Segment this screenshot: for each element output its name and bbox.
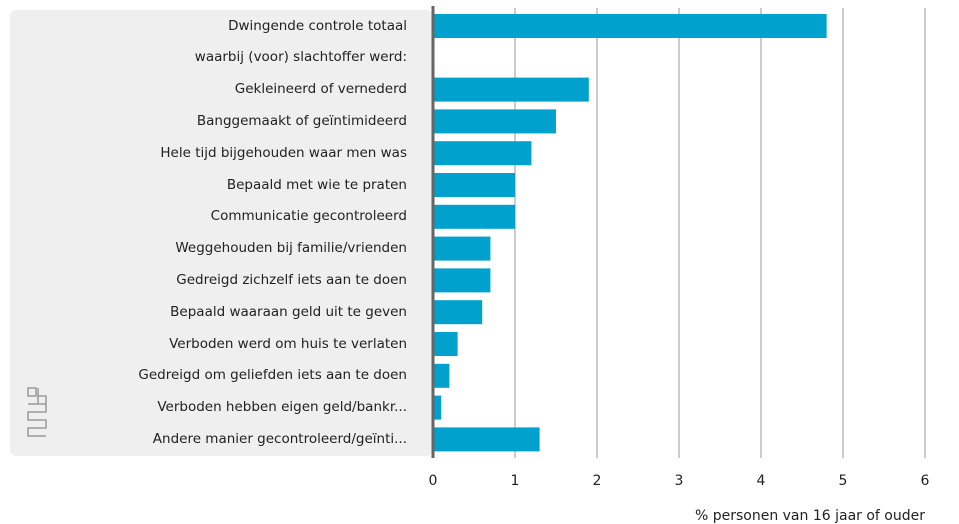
- bar: [433, 141, 532, 166]
- y-tick-label: Verboden werd om huis te verlaten: [169, 335, 407, 352]
- bar: [433, 109, 556, 134]
- y-tick-label: Communicatie gecontroleerd: [210, 208, 407, 225]
- bar: [433, 77, 589, 102]
- bar: [433, 204, 515, 229]
- y-tick-label: Weggehouden bij familie/vrienden: [175, 240, 407, 257]
- x-tick-label: 2: [593, 473, 602, 489]
- bar: [433, 427, 540, 452]
- y-tick-label: Banggemaakt of geïntimideerd: [196, 112, 407, 129]
- y-tick-label: Gedreigd zichzelf iets aan te doen: [176, 271, 407, 288]
- bar: [433, 332, 458, 356]
- y-tick-label: Andere manier gecontroleerd/geïnti...: [152, 430, 407, 447]
- x-tick-label: 1: [511, 473, 520, 489]
- y-tick-label: Dwingende controle totaal: [228, 17, 407, 34]
- bar: [433, 300, 483, 325]
- cbs-logo: [27, 387, 47, 437]
- y-tick-label: Hele tijd bijgehouden waar men was: [160, 144, 407, 161]
- x-tick-label: 6: [921, 473, 930, 489]
- bar: [433, 395, 442, 420]
- x-tick-label: 4: [757, 473, 766, 489]
- y-tick-label: waarbij (voor) slachtoffer werd:: [194, 49, 407, 66]
- bar: [433, 173, 515, 197]
- y-tick-label: Bepaald met wie te praten: [226, 176, 407, 193]
- y-tick-label: Gekleineerd of vernederd: [234, 81, 407, 98]
- y-tick-label: Bepaald waaraan geld uit te geven: [170, 303, 407, 320]
- label-panel: [10, 10, 433, 456]
- bar: [433, 363, 450, 388]
- bar: [433, 268, 491, 293]
- x-axis-label: % personen van 16 jaar of ouder: [695, 508, 925, 524]
- x-tick-label: 3: [675, 473, 684, 489]
- x-tick-label: 0: [429, 473, 438, 489]
- y-tick-label: Gedreigd om geliefden iets aan te doen: [138, 367, 407, 384]
- y-tick-label: Verboden hebben eigen geld/bankr...: [157, 399, 407, 416]
- bar: [433, 236, 491, 261]
- x-tick-label: 5: [839, 473, 848, 489]
- bar: [433, 14, 827, 38]
